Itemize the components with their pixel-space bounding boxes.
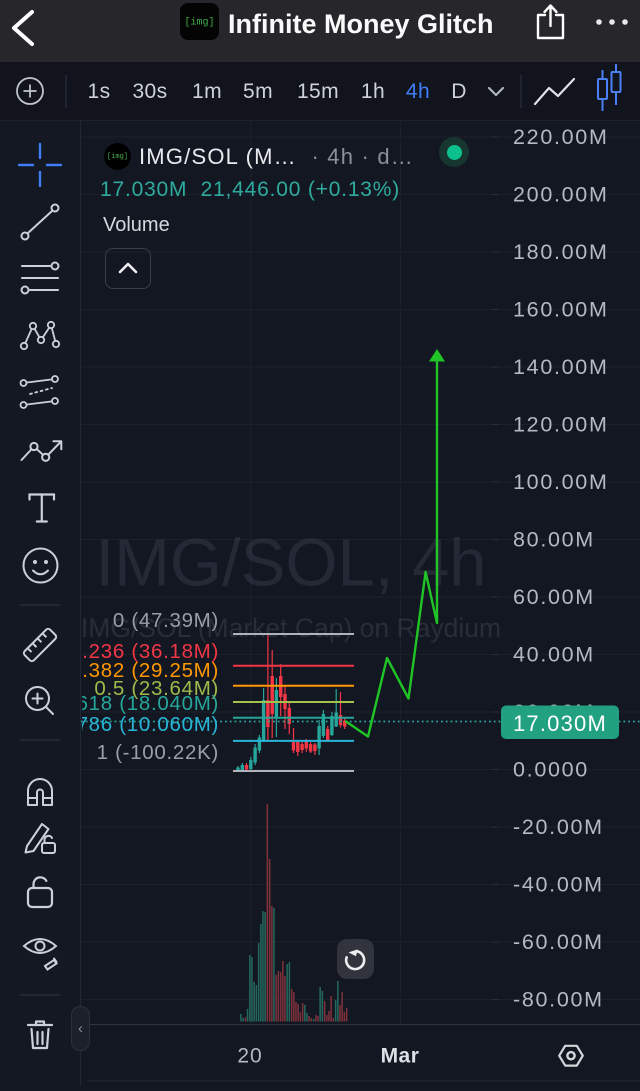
svg-text:17.030M: 17.030M (513, 711, 607, 736)
svg-text:220.00M: 220.00M (513, 125, 609, 149)
svg-text:180.00M: 180.00M (513, 240, 609, 264)
svg-text:200.00M: 200.00M (513, 183, 609, 207)
svg-text:IMG/SOL, 4h: IMG/SOL, 4h (96, 526, 487, 601)
svg-text:-40.00M: -40.00M (513, 873, 604, 897)
svg-text:120.00M: 120.00M (513, 413, 609, 437)
svg-text:160.00M: 160.00M (513, 298, 609, 322)
svg-text:60.00M: 60.00M (513, 585, 595, 609)
svg-text:[img]: [img] (184, 17, 214, 29)
svg-text:80.00M: 80.00M (513, 528, 595, 552)
svg-text:20: 20 (237, 1045, 262, 1068)
svg-text:40.00M: 40.00M (513, 643, 595, 667)
svg-text:IMG/SOL (Market Cap) on Raydiu: IMG/SOL (Market Cap) on Raydium (81, 613, 501, 643)
svg-text:0.0000: 0.0000 (513, 758, 589, 782)
svg-text:140.00M: 140.00M (513, 355, 609, 379)
svg-text:-60.00M: -60.00M (513, 930, 604, 954)
svg-text:-80.00M: -80.00M (513, 988, 604, 1012)
svg-text:Mar: Mar (381, 1045, 420, 1068)
svg-text:100.00M: 100.00M (513, 470, 609, 494)
svg-text:Infinite Money Glitch: Infinite Money Glitch (228, 9, 494, 39)
svg-text:-20.00M: -20.00M (513, 815, 604, 839)
